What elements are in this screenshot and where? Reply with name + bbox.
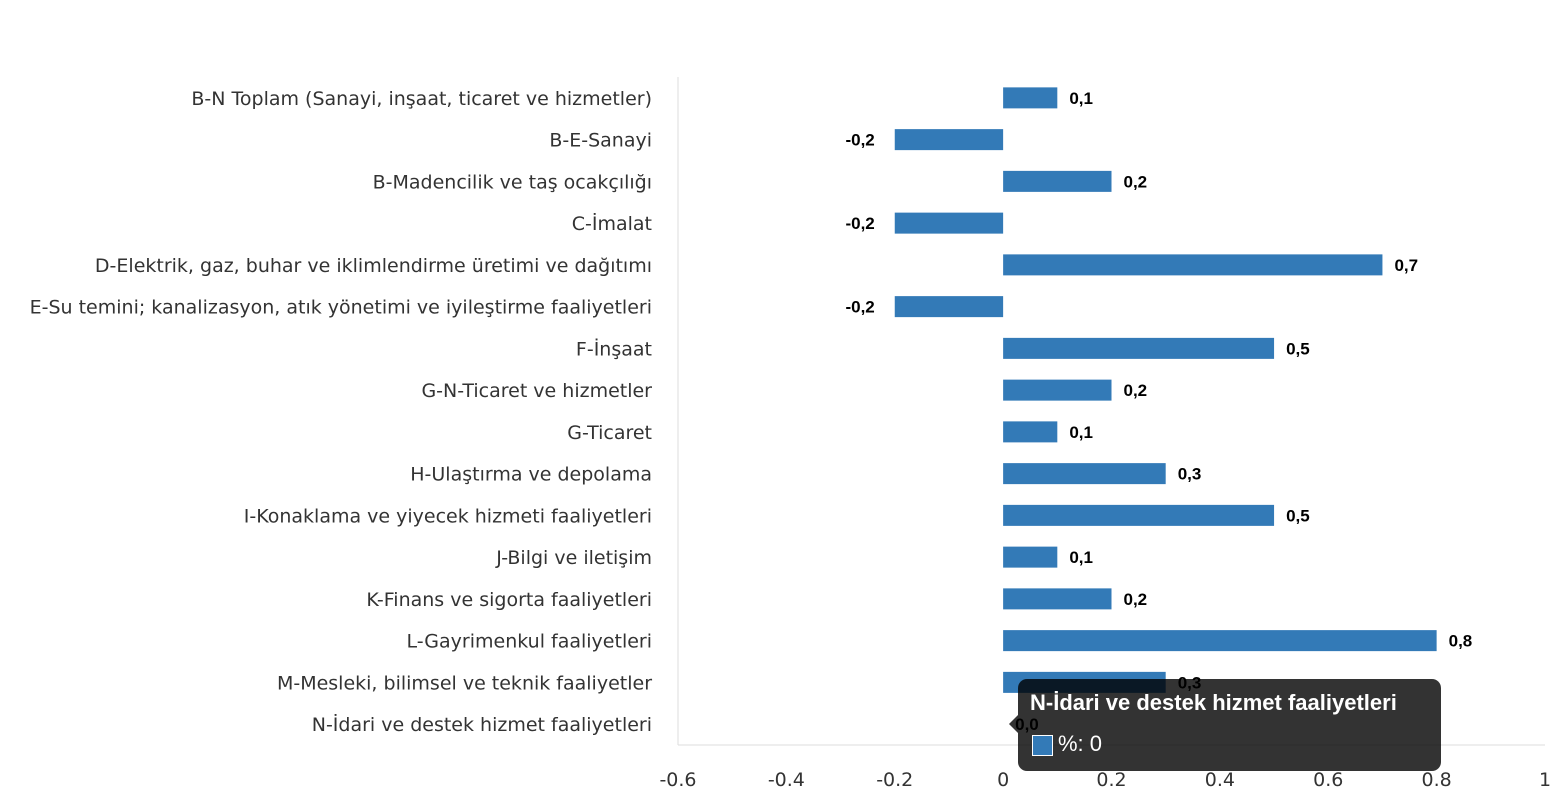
category-label: K-Finans ve sigorta faaliyetleri — [366, 589, 652, 611]
category-label: H-Ulaştırma ve depolama — [410, 464, 652, 486]
category-label: G-N-Ticaret ve hizmetler — [421, 380, 652, 402]
data-label: -0,2 — [845, 214, 874, 233]
x-tick-label: -0.6 — [659, 769, 696, 791]
data-label: 0,7 — [1394, 256, 1418, 275]
category-label: L-Gayrimenkul faaliyetleri — [407, 631, 653, 653]
tooltip-title: N-İdari ve destek hizmet faaliyetleri — [1030, 690, 1397, 715]
data-label: 0,2 — [1124, 172, 1148, 191]
category-label: J-Bilgi ve iletişim — [495, 547, 652, 569]
category-label: D-Elektrik, gaz, buhar ve iklimlendirme … — [95, 255, 652, 277]
category-label: B-N Toplam (Sanayi, inşaat, ticaret ve h… — [191, 88, 652, 110]
category-label: E-Su temini; kanalizasyon, atık yönetimi… — [30, 297, 652, 319]
category-label: F-İnşaat — [576, 337, 652, 360]
data-label: 0,1 — [1069, 548, 1093, 567]
x-tick-label: 0.8 — [1422, 769, 1452, 791]
bar — [1003, 87, 1058, 109]
category-label: B-E-Sanayi — [549, 130, 652, 152]
x-tick-label: 0.6 — [1313, 769, 1343, 791]
bar — [1003, 588, 1112, 610]
data-label: 0,8 — [1449, 632, 1473, 651]
category-label: I-Konaklama ve yiyecek hizmeti faaliyetl… — [244, 505, 652, 527]
bar — [1003, 504, 1275, 526]
category-label: B-Madencilik ve taş ocakçılığı — [373, 171, 652, 193]
bar — [1003, 630, 1437, 652]
x-tick-label: -0.2 — [876, 769, 913, 791]
bar — [1003, 421, 1058, 443]
tooltip-series-swatch — [1032, 735, 1053, 756]
bar — [1003, 379, 1112, 401]
x-tick-label: -0.4 — [768, 769, 805, 791]
data-label: 0,1 — [1069, 423, 1093, 442]
bar — [894, 212, 1004, 234]
category-label: N-İdari ve destek hizmet faaliyetleri — [312, 713, 652, 736]
data-label: 0,3 — [1178, 465, 1202, 484]
bar — [1003, 463, 1166, 485]
data-label: 0,5 — [1286, 506, 1310, 525]
category-label: M-Mesleki, bilimsel ve teknik faaliyetle… — [277, 672, 652, 694]
tooltip: N-İdari ve destek hizmet faaliyetleri %:… — [1009, 679, 1441, 771]
bar — [1003, 170, 1112, 192]
bar — [1003, 546, 1058, 568]
tooltip-value: %: 0 — [1058, 731, 1103, 756]
x-tick-label: 0.4 — [1205, 769, 1235, 791]
category-label: G-Ticaret — [567, 422, 652, 444]
data-label: -0,2 — [845, 131, 874, 150]
bar — [1003, 337, 1275, 359]
x-tick-label: 1 — [1539, 769, 1551, 791]
data-label: 0,2 — [1124, 590, 1148, 609]
data-label: 0,5 — [1286, 339, 1310, 358]
category-label: C-İmalat — [572, 212, 652, 235]
bar — [894, 129, 1004, 151]
bar — [894, 296, 1004, 318]
bar — [1003, 254, 1383, 276]
x-tick-label: 0.2 — [1096, 769, 1126, 791]
data-label: 0,1 — [1069, 89, 1093, 108]
x-tick-label: 0 — [997, 769, 1009, 791]
data-label: -0,2 — [845, 298, 874, 317]
data-label: 0,2 — [1124, 381, 1148, 400]
